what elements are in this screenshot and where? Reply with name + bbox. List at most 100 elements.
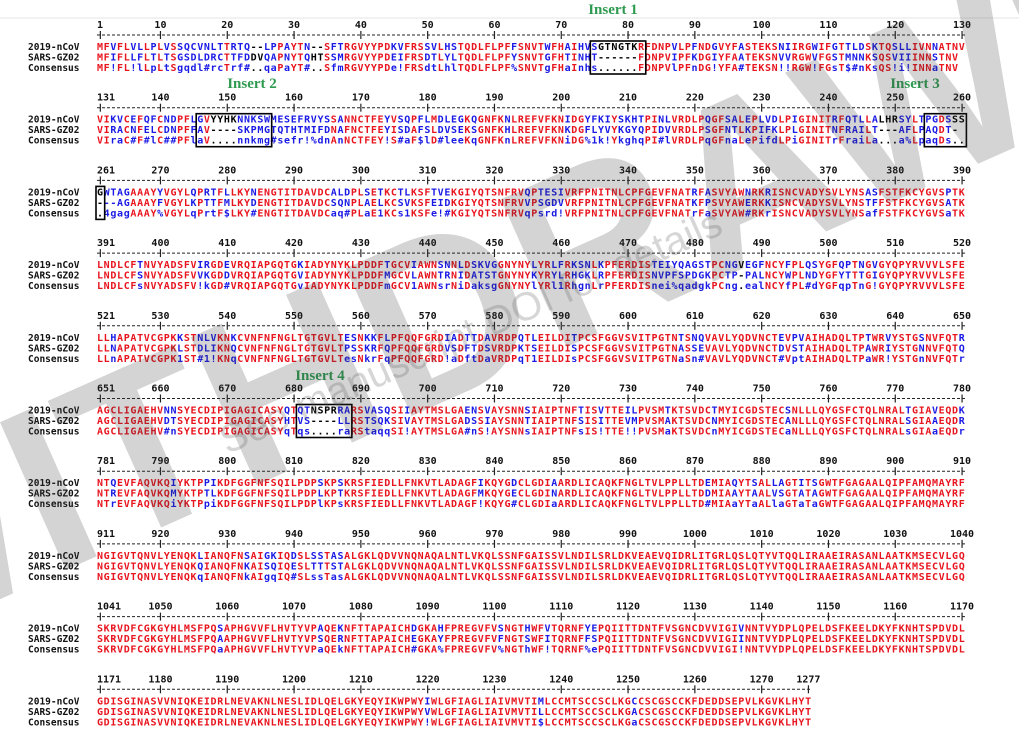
ruler-number: 160 [285,93,303,104]
row-label: Consensus [28,427,79,438]
ruler-number: 930 [218,529,236,540]
sequence-row: NTQEVFAQVKQIYKTPPIKDFGGFNFSQILPDPSKPSKRS… [97,478,965,489]
sequence-row: LNDLCFSNVYADSFVVKGDDVRQIAPGQTGVIADYNYKLP… [97,271,965,282]
ruler-number: 50 [422,20,434,31]
ruler-number: 1010 [750,529,774,540]
ruler-number: 1230 [482,674,506,685]
alignment-block: 1171 1180 1190 1200 1210 1220 1230 1240 1250 1260… [28,674,820,728]
ruler-number: 1270 [750,674,774,685]
ruler-number: 620 [753,311,771,322]
ruler-number: 660 [151,384,169,395]
ruler-number: 610 [686,311,704,322]
ruler-number: 1000 [683,529,707,540]
ruler-number: 100 [753,20,771,31]
insert-box [923,112,968,148]
ruler-number: 130 [953,20,971,31]
ruler-number: 510 [886,238,904,249]
row-label: SARS-GZ02 [28,343,79,354]
ruler-number: 830 [419,456,437,467]
ruler-number: 950 [352,529,370,540]
sequence-row: LLnAPATVCGPK1ST#1!KNqCVNFNFNGLTGTGVLTesN… [97,354,965,365]
row-label: 2019-nCoV [28,406,80,417]
alignment-block: 781 790 800 810 820 830 840 850 860 870 880 890 900 9… [28,456,971,510]
ruler-number: 1070 [282,602,306,613]
sequence-row: SKRVDFCGKGYHLMSFPQSAPHGVVFLHVTYVPAQEKNFT… [97,624,965,635]
ruler-number: 990 [619,529,637,540]
ruler-number: 911 [97,529,115,540]
alignment-block: 521 530 540 550 560 570 580 590 600 610 620 630 640 6… [28,311,971,365]
ruler-number: 750 [753,384,771,395]
ruler-number: 261 [97,165,115,176]
ruler-number: 40 [355,20,367,31]
ruler-number: 700 [419,384,437,395]
ruler-number: 820 [352,456,370,467]
ruler-number: 140 [151,93,169,104]
sequence-row: NTREVFAQVKQMYKTPTLKDFGGFNFSQILPDPLKPTKRS… [97,489,965,500]
ruler-number: 1210 [349,674,373,685]
insert-box [589,40,647,75]
ruler-number: 780 [953,384,971,395]
ruler-number: 1250 [616,674,640,685]
ruler-number: 900 [886,456,904,467]
ruler-number: 290 [285,165,303,176]
ruler-number: 600 [619,311,637,322]
insert-box [295,403,353,439]
ruler-number: 360 [753,165,771,176]
sequence-row: GDISGINASVVNIQKEIDRLNEVAKNLNESLIDLQELGKY… [97,707,811,718]
ruler-number: 1060 [215,602,239,613]
sequence-row: GWTAGAAAYYVGYLQPRTFLLKYNENGTITDAVDCALDPL… [97,187,965,198]
insert-label: Insert 4 [295,368,345,384]
ruler-number: 1110 [549,602,573,613]
ruler-number: 240 [819,93,837,104]
ruler-number: 781 [97,456,115,467]
row-label: SARS-GZ02 [28,125,79,136]
alignment: 1 10 20 30 40 50 60 70 80 90 100 110 120 1302019-nCoV… [28,2,974,728]
ruler-number: 20 [221,20,233,31]
ruler-number: 1171 [97,674,121,685]
alignment-block: 1 10 20 30 40 50 60 70 80 90 100 110 120 1302019-nCoV… [28,20,971,74]
sequence-row: AGCLIGAEHV#nSYECDIPIGAGICASYqTqs....raRS… [97,427,965,438]
sequence-row: NGIGVTQNVLYENQKqIANQFNkAIgqIQ#SLssTasALG… [97,572,965,583]
ruler-number: 1240 [549,674,573,685]
row-label: SARS-GZ02 [28,53,79,64]
sequence-row: ---AGAAAYFVGYLKPTTFMLKYDENGTITDAVDCSQNPL… [97,198,965,209]
ruler-number: 530 [151,311,169,322]
ruler-number: 710 [485,384,503,395]
ruler-number: 680 [285,384,303,395]
row-label: SARS-GZ02 [28,634,79,645]
row-label: SARS-GZ02 [28,489,79,500]
row-label: Consensus [28,717,79,728]
ruler-number: 370 [819,165,837,176]
row-label: Consensus [28,499,79,510]
sequence-row: VIRACNFELCDNPFFAV----SKPMGTQTHTMIFDNAFNC… [97,125,958,136]
insert-annotations: Insert 1 Insert 2 Insert 3 Insert 4 [95,2,968,439]
ruler-number: 870 [686,456,704,467]
ruler-number: 960 [419,529,437,540]
ruler-number: 940 [285,529,303,540]
ruler-number: 220 [686,93,704,104]
row-label: 2019-nCoV [28,42,80,53]
sequence-row: AGCLIGAEHVNNSYECDIPIGAGICASYQTQTNSPRRARS… [97,406,965,417]
row-label: 2019-nCoV [28,260,80,271]
ruler-number: 1150 [816,602,840,613]
row-label: 2019-nCoV [28,624,80,635]
sequence-row: AGCLIGAEHVDTSYECDIPIGAGICASYHTVS----LLRS… [97,416,966,427]
ruler-number: 1 [97,20,103,31]
insert-label: Insert 1 [588,2,638,18]
ruler-number: 250 [886,93,904,104]
ruler-number: 340 [619,165,637,176]
ruler-number: 420 [285,238,303,249]
row-label: Consensus [28,645,79,656]
ruler-number: 300 [352,165,370,176]
ruler-number: 230 [753,93,771,104]
ruler-number: 490 [753,238,771,249]
ruler-number: 1260 [683,674,707,685]
ruler-number: 70 [555,20,567,31]
ruler-number: 400 [151,238,169,249]
ruler-number: 790 [151,456,169,467]
ruler-number: 650 [953,311,971,322]
ruler-number: 1120 [616,602,640,613]
ruler-number: 800 [218,456,236,467]
ruler-number: 350 [686,165,704,176]
